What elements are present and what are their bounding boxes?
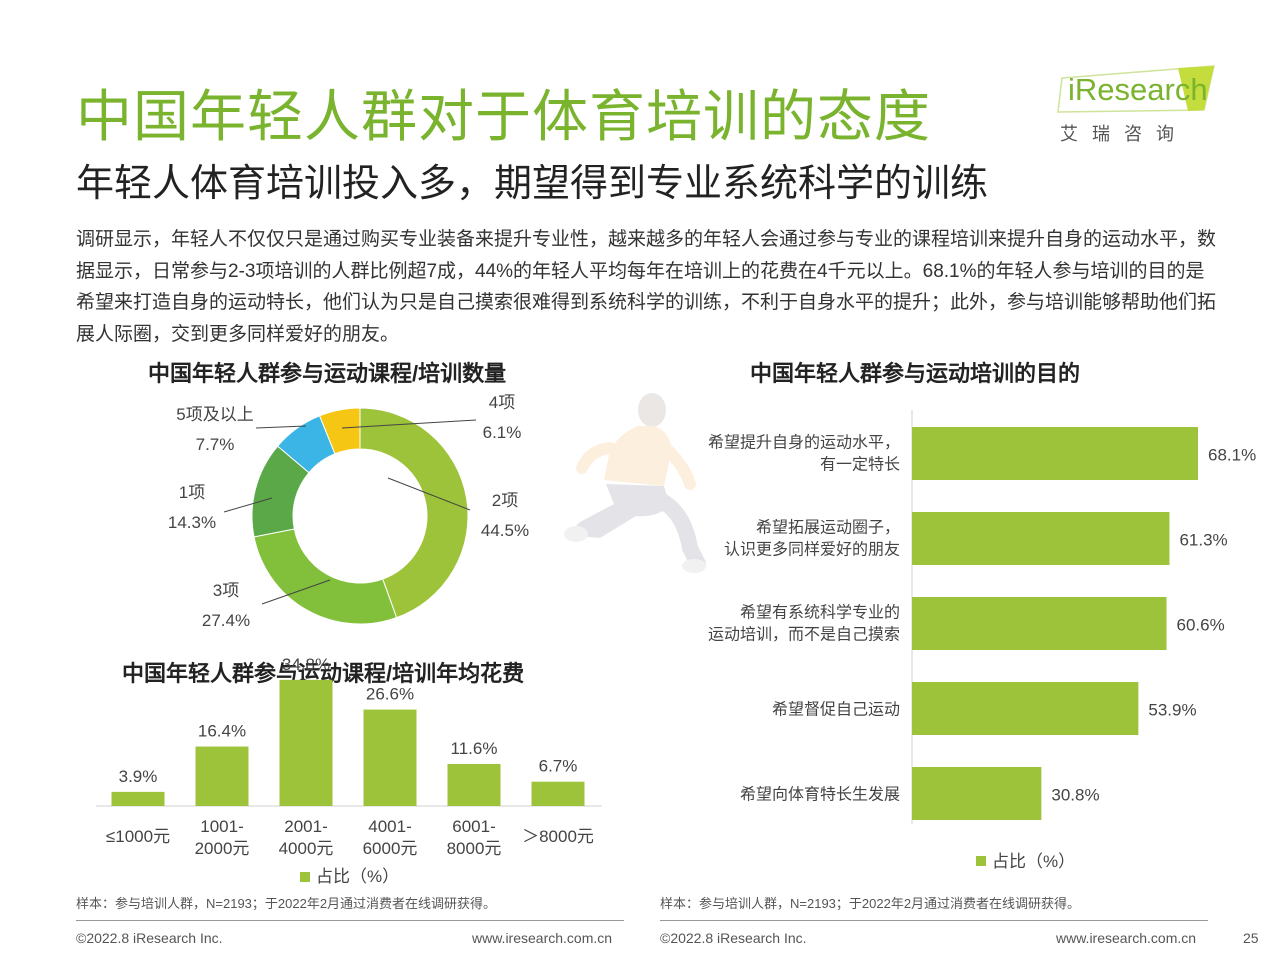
donut-leader-line — [261, 579, 331, 605]
donut-leader-line — [223, 497, 273, 513]
donut-slice — [318, 407, 361, 455]
purpose-bar — [912, 597, 1167, 650]
purpose-category-label: 希望有系统科学专业的 — [740, 604, 900, 622]
spending-category-label: 4000元 — [279, 839, 334, 858]
spending-category-label: 6000元 — [363, 839, 418, 858]
purpose-value-label: 53.9% — [1148, 701, 1196, 720]
spending-category-label: 4001- — [368, 817, 411, 836]
donut-chart-title: 中国年轻人群参与运动课程/培训数量 — [148, 361, 507, 386]
purpose-category-label: 希望提升自身的运动水平， — [708, 434, 900, 452]
purpose-category-label: 希望督促自己运动 — [772, 701, 900, 719]
spending-category-label: 2000元 — [195, 839, 250, 858]
purpose-legend-swatch — [976, 856, 986, 866]
donut-chart: 2项 44.5% 3项 27.4% 1项 14.3% 5项及以上 7.7% 4项 6.1% — [168, 393, 529, 630]
spending-bar — [363, 709, 417, 806]
donut-leader-line — [341, 419, 477, 429]
spending-bar — [279, 679, 333, 806]
donut-slice-value: 27.4% — [202, 611, 250, 630]
spending-bar — [531, 781, 585, 806]
purpose-category-label: 希望拓展运动圈子， — [756, 519, 900, 537]
purpose-sample-note: 样本：参与培训人群，N=2193；于2022年2月通过消费者在线调研获得。 — [660, 896, 1081, 911]
spending-legend-swatch — [300, 872, 310, 882]
spending-legend-label: 占比（%） — [316, 867, 399, 886]
spending-category-label: 2001- — [284, 817, 327, 836]
spending-category-label: ＞8000元 — [522, 827, 594, 846]
spending-value-label: 6.7% — [539, 757, 578, 776]
footer-copyright-right: ©2022.8 iResearch Inc. — [660, 930, 807, 946]
spending-value-label: 11.6% — [451, 739, 498, 758]
runner-illustration — [564, 393, 706, 573]
donut-slice-label: 1项 — [179, 483, 205, 502]
purpose-bar-chart: 68.1% 希望提升自身的运动水平， 有一定特长 61.3% 希望拓展运动圈子， 认识更多… — [708, 410, 1256, 871]
purpose-category-label: 运动培训，而不是自己摸索 — [708, 626, 900, 644]
footer-copyright-left: ©2022.8 iResearch Inc. — [76, 930, 223, 946]
donut-leader-line — [387, 477, 471, 511]
spending-bar-chart: 3.9% ≤1000元 16.4% 1001- 2000元 34.8% 2001- 4000元… — [96, 655, 602, 886]
purpose-legend-label: 占比（%） — [992, 852, 1075, 871]
donut-slice — [359, 407, 469, 619]
purpose-category-label: 认识更多同样爱好的朋友 — [724, 541, 900, 559]
spending-category-label: ≤1000元 — [106, 827, 170, 846]
donut-slice-label: 4项 — [489, 393, 515, 412]
footer-url-left: www.iresearch.com.cn — [472, 930, 613, 946]
footer-divider-left — [76, 920, 624, 921]
spending-category-label: 1001- — [200, 817, 243, 836]
purpose-bar — [912, 427, 1199, 480]
purpose-value-label: 61.3% — [1179, 531, 1227, 550]
purpose-chart-title: 中国年轻人群参与运动培训的目的 — [750, 361, 1081, 386]
purpose-bar — [912, 512, 1170, 565]
spending-sample-note: 样本：参与培训人群，N=2193；于2022年2月通过消费者在线调研获得。 — [76, 896, 497, 911]
purpose-value-label: 60.6% — [1177, 616, 1225, 635]
purpose-category-label: 有一定特长 — [820, 456, 900, 474]
donut-slice-value: 7.7% — [196, 435, 235, 454]
page-number: 25 — [1243, 930, 1259, 946]
donut-slice — [253, 528, 398, 625]
spending-bar — [195, 746, 249, 806]
iresearch-logo-shape — [1057, 65, 1215, 113]
purpose-value-label: 30.8% — [1051, 786, 1099, 805]
donut-leader-line — [255, 425, 307, 429]
spending-category-label: 6001- — [452, 817, 495, 836]
footer-divider-right — [660, 920, 1208, 921]
spending-value-label: 16.4% — [198, 722, 246, 741]
summary-paragraph: 调研显示，年轻人不仅仅只是通过购买专业装备来提升专业性，越来越多的年轻人会通过参… — [76, 229, 1217, 345]
purpose-category-label: 希望向体育特长生发展 — [740, 786, 900, 804]
purpose-bar — [912, 682, 1139, 735]
footer-url-right: www.iresearch.com.cn — [1056, 930, 1197, 946]
iresearch-logo-text: iResearch — [1068, 72, 1208, 107]
spending-bar — [111, 791, 165, 806]
spending-category-label: 8000元 — [447, 839, 502, 858]
donut-slice-value: 44.5% — [481, 521, 529, 540]
page-title: 中国年轻人群对于体育培训的态度 — [76, 85, 931, 148]
donut-slice-value: 14.3% — [168, 513, 216, 532]
purpose-value-label: 68.1% — [1208, 446, 1256, 465]
spending-bar — [447, 763, 501, 806]
purpose-bar — [912, 767, 1042, 820]
iresearch-logo-cn: 艾瑞咨询 — [1060, 124, 1188, 144]
page-subtitle: 年轻人体育培训投入多，期望得到专业系统科学的训练 — [76, 163, 989, 205]
donut-slice-label: 2项 — [492, 491, 518, 510]
spending-value-label: 34.8% — [282, 655, 330, 674]
spending-value-label: 26.6% — [366, 685, 414, 704]
donut-slice-label: 3项 — [213, 581, 239, 600]
spending-value-label: 3.9% — [119, 767, 158, 786]
donut-slice-value: 6.1% — [483, 423, 522, 442]
donut-slice-label: 5项及以上 — [176, 405, 253, 424]
